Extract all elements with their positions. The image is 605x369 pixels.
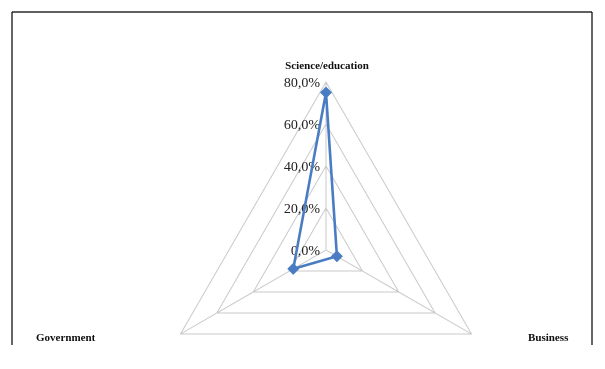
category-label-government: Government: [36, 332, 96, 344]
data-point-marker: [320, 86, 332, 99]
grid-ring: [216, 123, 436, 314]
data-point-marker: [287, 262, 300, 275]
grid-ring: [252, 164, 400, 293]
grid-ring: [288, 207, 364, 272]
tick-label: 80,0%: [284, 76, 321, 91]
grid-ring: [179, 81, 473, 335]
axis-spoke: [325, 249, 472, 335]
category-label-business: Business: [528, 332, 569, 344]
tick-labels: 0,0%20,0%40,0%60,0%80,0%: [284, 76, 321, 259]
tick-label: 20,0%: [284, 202, 321, 217]
axis-spoke: [180, 249, 327, 335]
category-label-science-education: Science/education: [285, 60, 369, 72]
series-layer: [287, 86, 343, 275]
grid-layer: [179, 81, 473, 335]
series-line: [291, 91, 339, 271]
tick-label: 60,0%: [284, 118, 321, 133]
tick-label: 40,0%: [284, 160, 321, 175]
data-point-marker: [330, 250, 343, 263]
